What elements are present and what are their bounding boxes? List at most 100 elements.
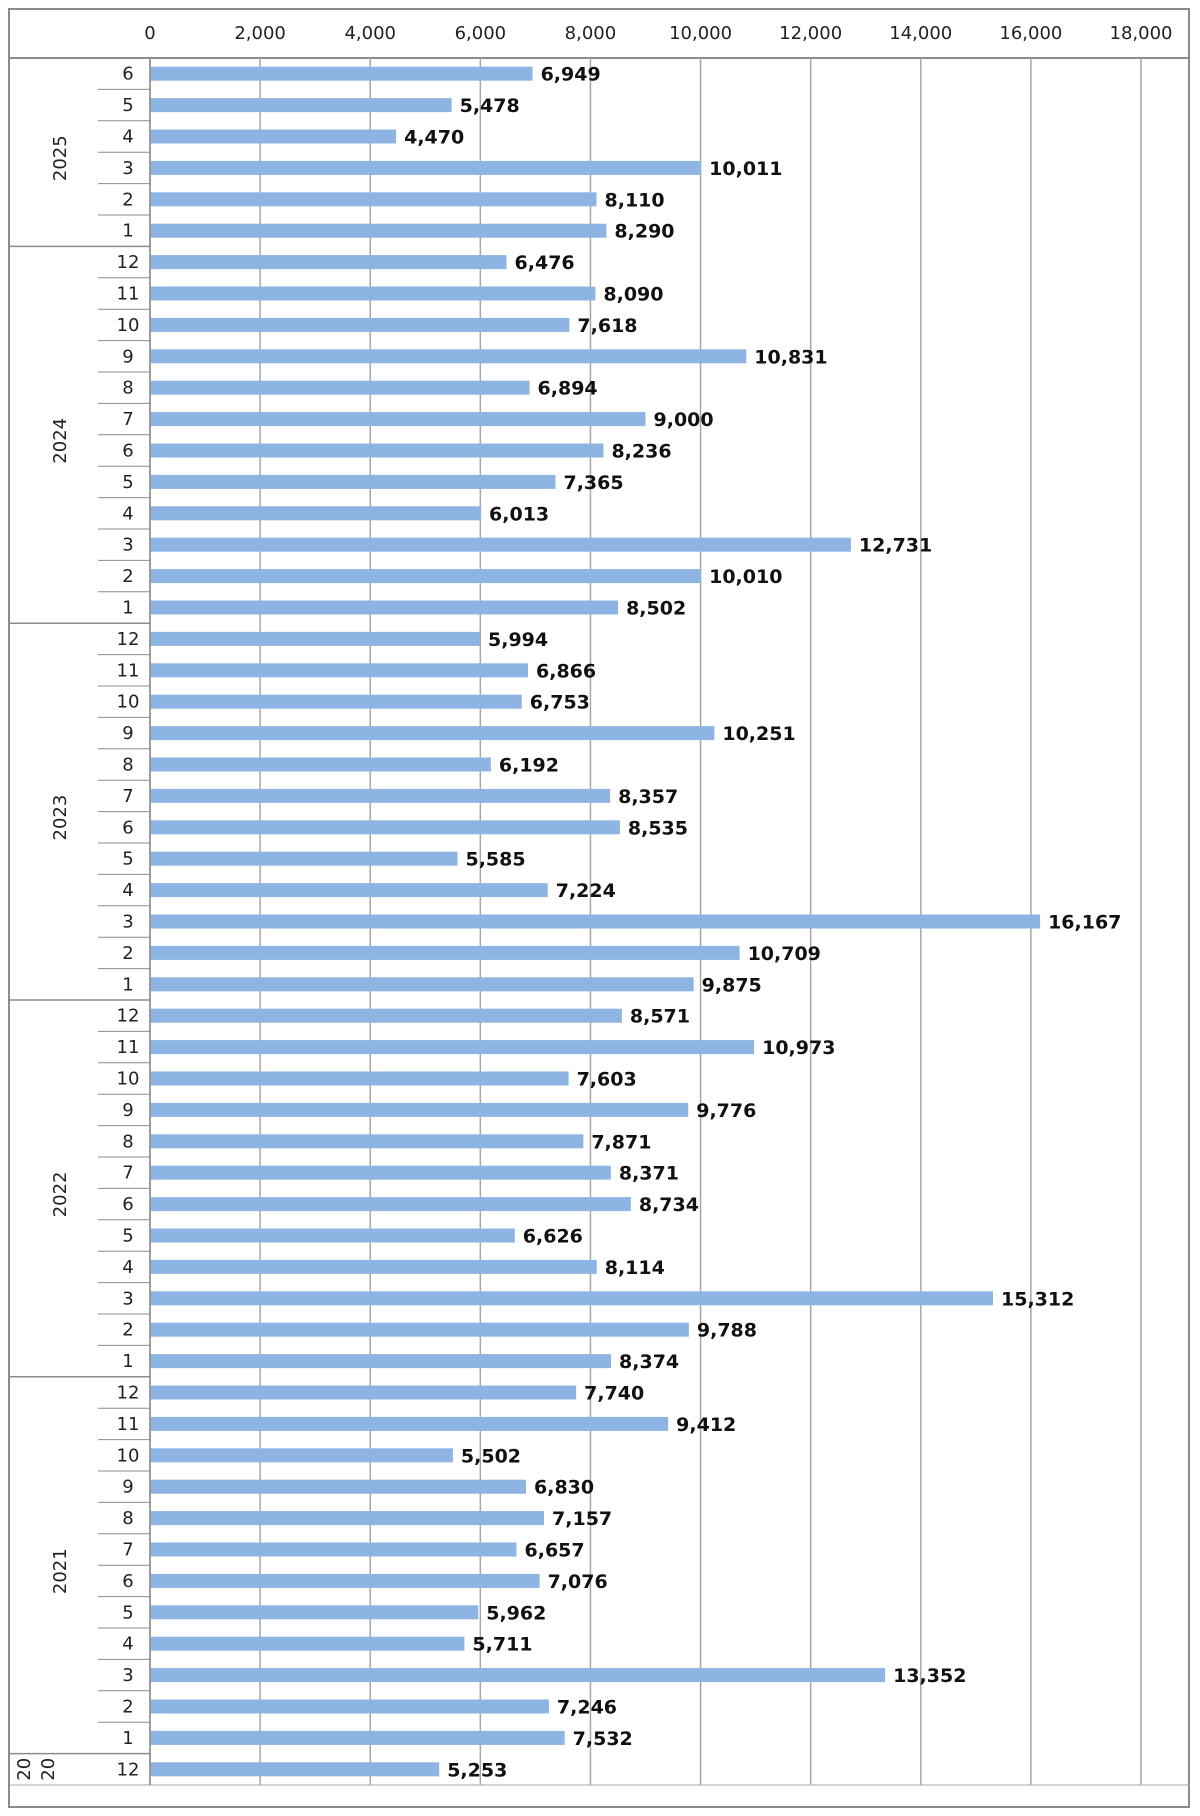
data-label: 10,251 (722, 723, 795, 745)
month-label: 7 (122, 409, 133, 430)
month-label: 11 (117, 660, 140, 681)
month-label: 12 (117, 1383, 140, 1404)
month-label: 4 (122, 127, 133, 148)
x-tick-label: 4,000 (344, 23, 396, 44)
data-label: 6,013 (489, 503, 549, 525)
bar (150, 1542, 517, 1557)
month-label: 5 (122, 1226, 133, 1247)
month-label: 3 (122, 912, 133, 933)
month-label: 12 (117, 252, 140, 273)
month-label: 2 (122, 1697, 133, 1718)
month-label: 2 (122, 943, 133, 964)
month-label: 2 (122, 1320, 133, 1341)
bar (150, 1165, 611, 1180)
x-tick-label: 18,000 (1110, 23, 1173, 44)
year-label: 2024 (50, 418, 71, 464)
bar (150, 98, 452, 113)
month-label: 6 (122, 441, 133, 462)
data-label: 7,603 (577, 1069, 637, 1091)
year-label: 2025 (50, 135, 71, 181)
data-label: 7,076 (548, 1571, 608, 1593)
bar (150, 663, 529, 678)
data-label: 8,371 (619, 1163, 679, 1185)
bar (150, 977, 694, 992)
month-label: 4 (122, 1257, 133, 1278)
data-label: 6,894 (538, 378, 598, 400)
month-label: 3 (122, 1665, 133, 1686)
data-label: 9,776 (696, 1100, 756, 1122)
data-label: 8,236 (611, 441, 671, 463)
data-label: 8,110 (605, 189, 665, 211)
data-label: 5,502 (461, 1445, 521, 1467)
bar (150, 883, 548, 898)
month-label: 12 (117, 629, 140, 650)
data-label: 6,192 (499, 755, 559, 777)
month-label: 9 (122, 1477, 133, 1498)
bar (150, 788, 611, 803)
data-label: 10,011 (709, 158, 782, 180)
bar (150, 1448, 453, 1463)
bar (150, 255, 507, 270)
month-label: 7 (122, 786, 133, 807)
month-label: 6 (122, 1194, 133, 1215)
month-label: 1 (122, 1351, 133, 1372)
bar (150, 945, 740, 960)
data-label: 6,626 (523, 1226, 583, 1248)
month-label: 11 (117, 1414, 140, 1435)
data-label: 8,290 (614, 221, 674, 243)
data-label: 5,994 (488, 629, 548, 651)
bar (150, 537, 851, 552)
data-label: 9,412 (676, 1414, 736, 1436)
data-label: 8,090 (603, 284, 663, 306)
data-label: 5,253 (447, 1759, 507, 1781)
bar (150, 600, 619, 615)
data-label: 9,875 (702, 974, 762, 996)
bar (150, 1197, 631, 1212)
bar (150, 1416, 669, 1431)
x-tick-label: 12,000 (779, 23, 842, 44)
bar (150, 1102, 689, 1117)
bar (150, 317, 570, 332)
bar (150, 1511, 545, 1526)
data-label: 5,962 (486, 1602, 546, 1624)
data-label: 8,571 (630, 1006, 690, 1028)
bar (150, 694, 522, 709)
data-label: 7,618 (577, 315, 637, 337)
month-label: 4 (122, 1634, 133, 1655)
data-label: 12,731 (859, 535, 932, 557)
bar (150, 1040, 755, 1055)
bar (150, 192, 597, 207)
x-tick-label: 2,000 (234, 23, 286, 44)
year-label: 2023 (50, 795, 71, 841)
data-label: 6,949 (541, 64, 601, 86)
year-label: 2022 (50, 1171, 71, 1217)
data-label: 10,709 (748, 943, 821, 965)
data-label: 5,585 (465, 849, 525, 871)
bar (150, 1228, 515, 1243)
data-label: 15,312 (1001, 1288, 1074, 1310)
bar (150, 1322, 689, 1337)
month-label: 10 (117, 315, 140, 336)
month-label: 8 (122, 1508, 133, 1529)
bar (150, 349, 747, 364)
month-label: 6 (122, 64, 133, 85)
data-label: 8,357 (618, 786, 678, 808)
x-tick-label: 14,000 (889, 23, 952, 44)
bar-chart: 0 2,000 4,000 6,000 8,000 10,000 12,000 14,000 1… (10, 23, 1190, 1786)
bar (150, 1291, 994, 1306)
data-label: 10,831 (754, 346, 827, 368)
bar (150, 569, 702, 584)
year-label: 2021 (50, 1548, 71, 1594)
data-label: 9,000 (654, 409, 714, 431)
month-label: 4 (122, 503, 133, 524)
month-label: 1 (122, 974, 133, 995)
data-label: 7,157 (552, 1508, 612, 1530)
month-label: 1 (122, 598, 133, 619)
month-label: 6 (122, 817, 133, 838)
month-label: 3 (122, 535, 133, 556)
month-label: 3 (122, 1288, 133, 1309)
month-label: 8 (122, 755, 133, 776)
bar (150, 631, 481, 646)
bar (150, 412, 646, 427)
data-label: 10,973 (762, 1037, 835, 1059)
